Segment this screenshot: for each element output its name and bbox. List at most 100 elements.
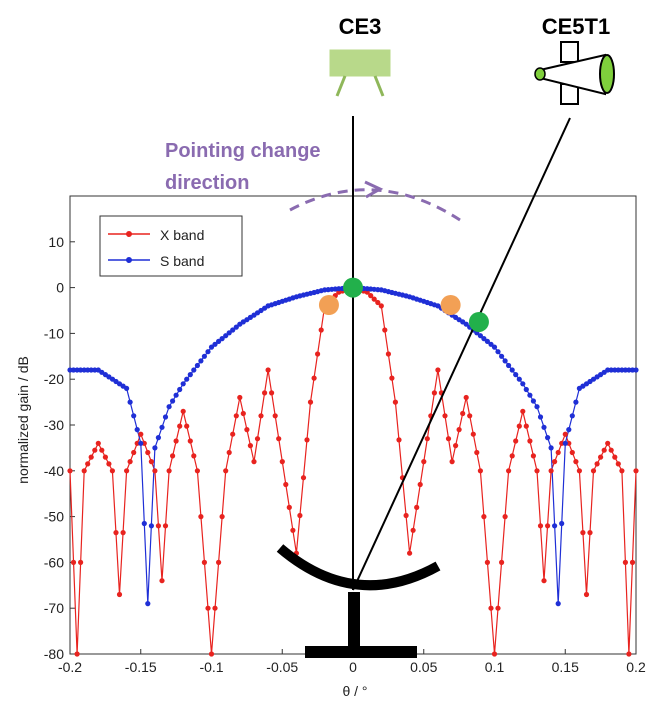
x-tick-label: -0.2 <box>58 659 82 675</box>
data-point <box>212 341 218 347</box>
data-point <box>244 427 250 433</box>
x-axis-label: θ / ° <box>342 683 367 699</box>
data-point <box>265 367 271 373</box>
data-point <box>109 468 115 474</box>
data-point <box>424 436 430 442</box>
dish-antenna-icon <box>276 544 441 658</box>
data-point <box>297 512 303 519</box>
data-point <box>633 468 639 474</box>
y-tick-label: 0 <box>56 280 64 296</box>
data-point <box>530 453 537 459</box>
ce5t1-satellite-icon <box>534 41 615 105</box>
data-point <box>198 514 204 520</box>
data-point <box>283 481 289 488</box>
data-point <box>527 392 533 398</box>
data-point <box>230 327 236 333</box>
data-point <box>605 440 611 446</box>
data-point <box>534 404 540 410</box>
data-point <box>626 367 632 373</box>
data-point <box>318 327 324 333</box>
data-point <box>194 468 200 474</box>
data-point <box>138 440 144 446</box>
data-point <box>70 367 77 373</box>
data-point <box>513 372 519 378</box>
data-point <box>300 475 307 481</box>
data-point <box>233 413 239 419</box>
data-point <box>506 468 512 474</box>
data-point <box>484 338 490 344</box>
data-point <box>520 408 526 414</box>
data-point <box>552 459 558 465</box>
data-point <box>601 447 607 453</box>
data-point <box>516 423 522 429</box>
data-point <box>88 367 94 373</box>
data-point <box>491 651 498 657</box>
data-point <box>435 367 441 373</box>
data-point <box>481 514 487 520</box>
data-point <box>88 454 94 460</box>
data-point <box>237 394 243 401</box>
y-tick-label: -80 <box>44 646 64 662</box>
data-point <box>247 443 253 449</box>
data-point <box>375 299 381 306</box>
data-point <box>506 362 512 369</box>
pointing-change-label: Pointing change <box>165 140 321 162</box>
data-point <box>191 367 197 373</box>
data-point <box>615 461 621 467</box>
data-point <box>201 559 207 566</box>
data-point <box>258 413 264 419</box>
data-point <box>502 514 508 520</box>
data-point <box>392 399 398 405</box>
data-point <box>537 414 544 420</box>
data-point <box>417 481 423 488</box>
data-point <box>159 578 165 584</box>
data-point <box>148 459 154 465</box>
data-point <box>523 386 529 393</box>
data-point <box>421 459 427 465</box>
data-point <box>276 436 282 442</box>
data-point <box>177 423 183 429</box>
data-point <box>629 559 636 566</box>
data-point <box>385 351 391 357</box>
x-tick-label: 0.1 <box>485 659 505 675</box>
data-point <box>131 413 137 419</box>
data-point <box>201 353 207 359</box>
y-tick-label: -50 <box>44 509 64 525</box>
data-point <box>223 333 229 339</box>
orange-marker-left <box>318 295 339 316</box>
green-marker-center <box>343 277 363 298</box>
data-point <box>191 453 197 459</box>
data-point <box>566 427 572 433</box>
data-point <box>127 399 133 405</box>
ce3-satellite-icon <box>329 49 391 97</box>
ce3-label: CE3 <box>339 14 382 39</box>
data-point <box>155 435 161 441</box>
data-point <box>407 550 413 556</box>
data-point <box>612 454 618 460</box>
data-point <box>396 437 402 443</box>
x-tick-label: 0.05 <box>410 659 437 675</box>
data-point <box>562 440 568 446</box>
data-point <box>170 453 176 459</box>
data-point <box>102 454 108 460</box>
data-point <box>78 367 84 373</box>
data-point <box>378 303 384 309</box>
x-tick-label: 0 <box>349 659 357 675</box>
x-tick-label: 0.2 <box>626 659 646 675</box>
data-point <box>548 445 554 451</box>
data-point <box>145 449 151 456</box>
data-point <box>187 438 193 444</box>
data-point <box>166 404 172 410</box>
data-point <box>219 514 225 520</box>
data-point <box>463 394 469 401</box>
data-point <box>587 530 593 536</box>
data-point <box>488 341 494 347</box>
data-point <box>233 324 239 330</box>
data-point <box>78 559 84 566</box>
legend-x-band: X band <box>160 227 204 243</box>
data-point <box>414 504 420 510</box>
data-point <box>594 461 600 467</box>
data-point <box>509 453 515 459</box>
data-point <box>453 443 459 449</box>
data-point <box>99 447 105 453</box>
